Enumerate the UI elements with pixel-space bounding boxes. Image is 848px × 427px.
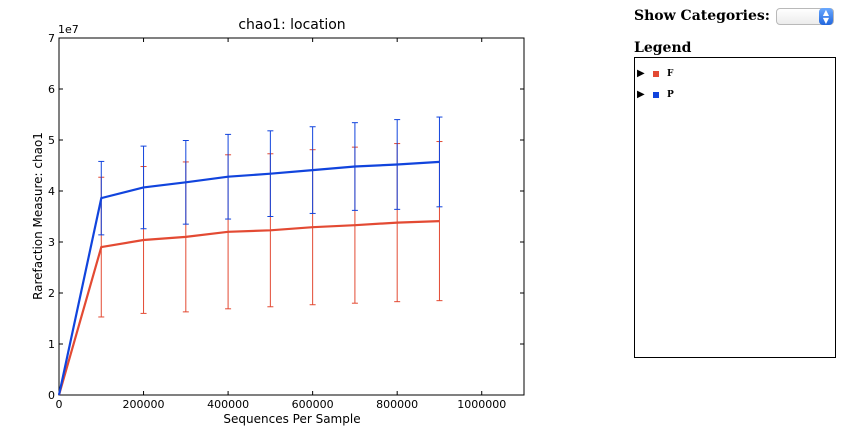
legend-item-f[interactable]: ▶ F xyxy=(635,63,835,84)
x-tick-label: 1000000 xyxy=(457,398,506,411)
y-tick-label: 2 xyxy=(48,287,55,300)
series-line-p xyxy=(57,160,440,396)
y-tick-label: 5 xyxy=(48,134,55,147)
rarefaction-chart: chao1: location 1e7 Sequences Per Sample… xyxy=(31,17,525,426)
show-categories-label: Show Categories: xyxy=(634,8,770,24)
y-axis-multiplier: 1e7 xyxy=(58,23,79,36)
controls-panel: Show Categories: ▲ ▼ Legend ▶ F ▶ P xyxy=(634,6,844,358)
legend-label-f: F xyxy=(667,68,674,79)
y-axis-label: Rarefaction Measure: chao1 xyxy=(31,132,45,300)
legend-item-p[interactable]: ▶ P xyxy=(635,84,835,105)
x-tick-label: 400000 xyxy=(207,398,249,411)
x-tick-label: 600000 xyxy=(292,398,334,411)
plot-frame xyxy=(58,37,525,396)
x-tick-label: 200000 xyxy=(123,398,165,411)
triangle-right-icon[interactable]: ▶ xyxy=(637,68,645,79)
y-tick-label: 7 xyxy=(48,32,55,45)
legend-swatch-f xyxy=(653,70,659,77)
select-arrows-icon: ▲ ▼ xyxy=(818,7,833,25)
y-tick-label: 1 xyxy=(48,338,55,351)
series-line-f xyxy=(57,220,440,396)
legend-label-p: P xyxy=(667,89,674,100)
y-tick-label: 3 xyxy=(48,236,55,249)
categories-select[interactable]: ▲ ▼ xyxy=(775,7,834,25)
show-categories-row: Show Categories: ▲ ▼ xyxy=(634,6,844,26)
legend-swatch-p xyxy=(653,91,659,98)
x-tick-label: 0 xyxy=(56,398,63,411)
x-axis-label: Sequences Per Sample xyxy=(223,412,360,426)
y-tick-label: 0 xyxy=(48,389,55,402)
chart-title: chao1: location xyxy=(238,17,345,33)
x-tick-label: 800000 xyxy=(376,398,418,411)
y-tick-label: 4 xyxy=(48,185,55,198)
legend-box: ▶ F ▶ P xyxy=(634,57,836,358)
triangle-right-icon[interactable]: ▶ xyxy=(637,89,645,100)
legend-title: Legend xyxy=(634,40,692,56)
y-tick-label: 6 xyxy=(48,83,55,96)
